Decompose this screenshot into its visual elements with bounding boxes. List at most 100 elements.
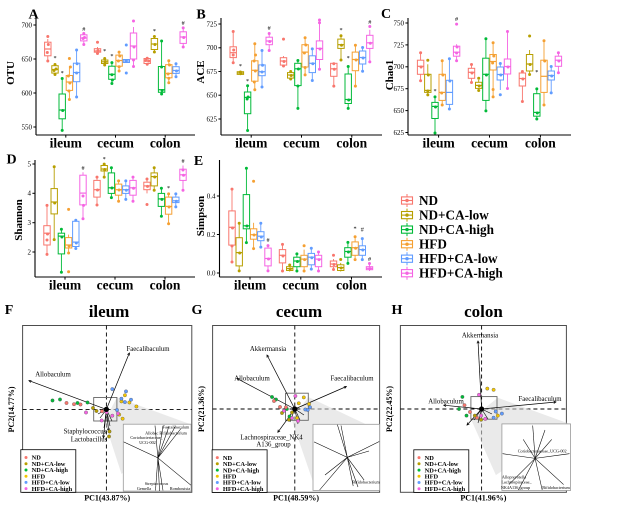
svg-text:ACE: ACE	[195, 60, 207, 83]
svg-text:Allobac Bifidobacterium: Allobac Bifidobacterium	[145, 431, 187, 436]
svg-text:0.0: 0.0	[207, 269, 216, 277]
svg-text:colon: colon	[150, 278, 181, 293]
svg-text:Streptococcus: Streptococcus	[145, 481, 169, 486]
svg-text:E: E	[194, 154, 203, 169]
svg-text:C: C	[381, 7, 391, 22]
svg-text:ND+CA-low: ND+CA-low	[223, 461, 257, 468]
svg-text:ND+CA-low: ND+CA-low	[425, 461, 459, 468]
svg-text:Faecalibaculum: Faecalibaculum	[126, 346, 170, 353]
svg-text:700: 700	[22, 21, 33, 29]
svg-text:colon: colon	[464, 302, 503, 321]
svg-text:Akkermansia: Akkermansia	[250, 346, 286, 353]
svg-text:ileum: ileum	[89, 302, 130, 321]
svg-text:PC1(41.96%): PC1(41.96%)	[460, 494, 506, 503]
svg-text:HFD+CA-high: HFD+CA-high	[425, 486, 466, 493]
svg-text:ND: ND	[32, 455, 42, 462]
svg-text:cecum: cecum	[282, 278, 319, 293]
svg-text:#: #	[368, 256, 371, 263]
svg-text:725: 725	[207, 20, 218, 28]
svg-text:675: 675	[207, 68, 218, 76]
svg-text:725: 725	[394, 41, 405, 49]
svg-text:Allobaculum: Allobaculum	[234, 376, 270, 383]
svg-text:HFD: HFD	[223, 474, 237, 481]
svg-text:Bifidobacterium: Bifidobacterium	[542, 485, 570, 490]
svg-text:H: H	[392, 303, 403, 318]
svg-text:*: *	[239, 63, 242, 70]
svg-text:ileum: ileum	[422, 136, 455, 151]
svg-text:ND+CA-high: ND+CA-high	[425, 467, 462, 474]
svg-text:ND: ND	[223, 455, 233, 462]
svg-text:Allobaculum: Allobaculum	[428, 399, 464, 406]
svg-text:PC2(21.36%): PC2(21.36%)	[197, 386, 206, 432]
svg-text:Allobaculum: Allobaculum	[35, 372, 71, 379]
svg-text:colon: colon	[336, 136, 367, 151]
svg-text:ileum: ileum	[50, 136, 83, 151]
svg-text:PC2(14.77%): PC2(14.77%)	[7, 386, 16, 432]
svg-text:*: *	[103, 156, 106, 163]
svg-text:*: *	[61, 70, 64, 77]
svg-text:650: 650	[207, 92, 218, 100]
svg-text:cecum: cecum	[471, 136, 508, 151]
svg-text:#: #	[266, 237, 269, 244]
svg-text:Lactobacillus: Lactobacillus	[71, 437, 108, 444]
svg-text:ileum: ileum	[235, 136, 268, 151]
svg-text:OTU: OTU	[5, 61, 17, 85]
svg-text:625: 625	[394, 129, 405, 137]
svg-text:ND: ND	[419, 193, 438, 208]
svg-text:*: *	[339, 27, 342, 34]
svg-text:700: 700	[394, 63, 405, 71]
svg-text:Faecalibaculum: Faecalibaculum	[330, 376, 374, 383]
svg-text:HFD: HFD	[419, 237, 447, 252]
svg-text:*: *	[110, 53, 113, 60]
svg-text:UCG-002: UCG-002	[139, 440, 156, 445]
svg-text:Romboutsia: Romboutsia	[170, 486, 190, 491]
svg-text:4: 4	[28, 190, 32, 198]
svg-text:#: #	[268, 25, 271, 32]
svg-text:Gemella: Gemella	[137, 486, 151, 491]
svg-text:A136_group: A136_group	[256, 442, 291, 449]
svg-text:ND+CA-high: ND+CA-high	[419, 222, 495, 237]
svg-text:Coriobacteriaceae_: Coriobacteriaceae_	[130, 435, 163, 440]
svg-text:G: G	[192, 303, 203, 318]
svg-text:650: 650	[394, 107, 405, 115]
svg-text:HFD+CA-low: HFD+CA-low	[419, 251, 498, 266]
svg-text:*: *	[354, 226, 357, 233]
svg-text:*: *	[433, 88, 436, 95]
svg-text:5: 5	[28, 160, 32, 168]
svg-text:650: 650	[22, 55, 33, 63]
svg-text:HFD+CA-high: HFD+CA-high	[223, 486, 264, 493]
svg-text:#: #	[81, 165, 84, 172]
svg-text:#: #	[82, 26, 85, 33]
svg-text:Alloprevotella: Alloprevotella	[502, 475, 526, 480]
svg-text:#: #	[368, 19, 371, 26]
svg-text:colon: colon	[525, 136, 556, 151]
svg-text:700: 700	[207, 44, 218, 52]
svg-text:cecum: cecum	[283, 136, 320, 151]
svg-text:*: *	[103, 48, 106, 55]
svg-text:Chao1: Chao1	[384, 60, 396, 91]
svg-text:Faecalibaculum: Faecalibaculum	[163, 425, 190, 430]
svg-text:A: A	[28, 8, 39, 23]
svg-text:PC2(22.45%): PC2(22.45%)	[385, 386, 394, 432]
svg-text:*: *	[347, 55, 350, 62]
svg-text:Coriobacteriaceae_UCG-002: Coriobacteriaceae_UCG-002	[518, 448, 567, 453]
svg-text:F: F	[5, 303, 14, 318]
svg-text:HFD+CA-high: HFD+CA-high	[419, 266, 503, 281]
svg-text:ND+CA-high: ND+CA-high	[223, 467, 260, 474]
svg-text:HFD+CA-low: HFD+CA-low	[425, 480, 463, 487]
svg-text:cecum: cecum	[97, 278, 134, 293]
svg-text:*: *	[167, 185, 170, 192]
svg-text:D: D	[6, 153, 16, 168]
svg-text:Lachnospiraceae_NK4: Lachnospiraceae_NK4	[240, 435, 303, 442]
svg-text:HFD+CA-low: HFD+CA-low	[32, 480, 70, 487]
svg-text:PC1(48.59%): PC1(48.59%)	[273, 494, 319, 503]
svg-text:600: 600	[22, 89, 33, 97]
svg-text:Faecalibaculum: Faecalibaculum	[518, 396, 562, 403]
svg-text:HFD: HFD	[425, 474, 439, 481]
svg-text:HFD+CA-low: HFD+CA-low	[223, 480, 261, 487]
svg-text:ND+CA-high: ND+CA-high	[32, 467, 69, 474]
svg-text:Staphylococcus: Staphylococcus	[64, 429, 107, 436]
svg-text:0.2: 0.2	[207, 231, 216, 239]
svg-text:#: #	[181, 158, 184, 165]
svg-text:HFD: HFD	[32, 473, 46, 480]
